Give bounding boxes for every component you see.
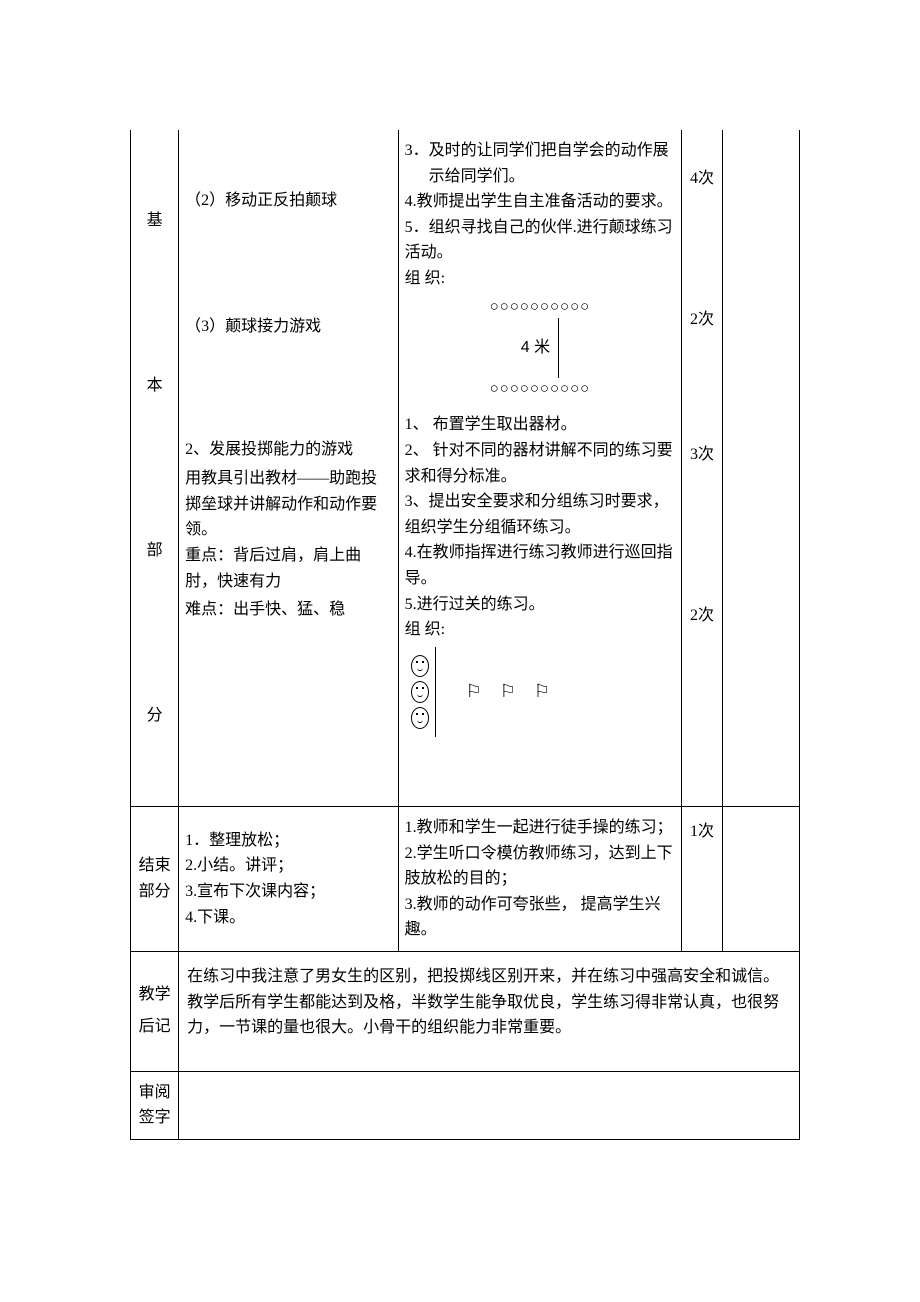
basic-section-row: 基 本 部 分 （2）移动正反拍颠球 （3）颠球接力游戏 2、发展投掷能力的游戏… — [131, 130, 800, 807]
content-difficulty: 难点：出手快、猛、稳 — [185, 594, 391, 626]
notes-text: 在练习中我注意了男女生的区别，把投掷线区别开来，并在练习中强高安全和诚信。教学后… — [187, 964, 791, 1041]
flag-markers: ⚐⚐⚐ — [466, 679, 568, 704]
smiley-icon — [411, 707, 429, 729]
method-item: 3．及时的让同学们把自学会的动作展示给同学们。 — [405, 138, 676, 189]
notes-section-row: 教学后记 在练习中我注意了男女生的区别，把投掷线区别开来，并在练习中强高安全和诚… — [131, 951, 800, 1071]
count-value: 4次 — [684, 166, 720, 192]
basic-content-cell: （2）移动正反拍颠球 （3）颠球接力游戏 2、发展投掷能力的游戏 用教具引出教材… — [179, 130, 398, 807]
method-item: 1、 布置学生取出器材。 — [405, 412, 676, 438]
content-game-desc: 用教具引出教材——助跑投掷垒球并讲解动作和动作要领。 — [185, 466, 391, 543]
method-item: 2、 针对不同的器材讲解不同的练习要求和得分标准。 — [405, 438, 676, 489]
smiley-icon — [411, 655, 429, 677]
org-label: 组 织: — [405, 617, 676, 643]
label-char: 基 — [147, 208, 163, 234]
distance-label: 4 米 — [521, 337, 550, 359]
notes-label-cell: 教学后记 — [131, 951, 179, 1071]
circles-row: ○○○○○○○○○○ — [490, 380, 591, 397]
review-label-cell: 审阅签字 — [131, 1071, 179, 1139]
diagram-2: ⚐⚐⚐ — [405, 647, 676, 737]
review-section-row: 审阅签字 — [131, 1071, 800, 1139]
basic-method-cell: 3．及时的让同学们把自学会的动作展示给同学们。 4.教师提出学生自主准备活动的要… — [398, 130, 682, 807]
method-item: 1.教师和学生一起进行徒手操的练习； — [405, 815, 676, 841]
content-game-title: 2、发展投掷能力的游戏 — [185, 434, 391, 466]
basic-label-cell: 基 本 部 分 — [131, 130, 179, 807]
diagram-1: ○○○○○○○○○○ 4 米 ○○○○○○○○○○ — [405, 296, 676, 401]
method-item: 5.进行过关的练习。 — [405, 592, 676, 618]
label-char: 部 — [147, 538, 163, 564]
ending-method-cell: 1.教师和学生一起进行徒手操的练习； 2.学生听口令模仿教师练习，达到上下肢放松… — [398, 807, 682, 952]
method-item: 4.教师提出学生自主准备活动的要求。 — [405, 189, 676, 215]
content-item: 2.小结。讲评； — [185, 853, 391, 879]
org-label: 组 织: — [405, 266, 676, 292]
content-item: 3.宣布下次课内容； — [185, 879, 391, 905]
review-label: 审阅签字 — [137, 1080, 172, 1131]
method-item: 3、提出安全要求和分组练习时要求，组织学生分组循环练习。 — [405, 489, 676, 540]
circles-row: ○○○○○○○○○○ — [490, 298, 591, 315]
ending-content-cell: 1．整理放松； 2.小结。讲评； 3.宣布下次课内容； 4.下课。 — [179, 807, 398, 952]
ending-note-cell — [722, 807, 799, 952]
ending-label: 结束部分 — [137, 853, 172, 904]
count-value: 1次 — [684, 819, 720, 845]
review-content-cell — [179, 1071, 800, 1139]
label-char: 分 — [147, 703, 163, 729]
content-item: 1．整理放松； — [185, 828, 391, 854]
count-value: 2次 — [684, 307, 720, 333]
method-item: 2.学生听口令模仿教师练习，达到上下肢放松的目的； — [405, 841, 676, 892]
label-char: 本 — [147, 373, 163, 399]
lesson-plan-table: 基 本 部 分 （2）移动正反拍颠球 （3）颠球接力游戏 2、发展投掷能力的游戏… — [130, 130, 800, 1140]
method-item: 5．组织寻找自己的伙伴.进行颠球练习活动。 — [405, 215, 676, 266]
content-item: （2）移动正反拍颠球 — [185, 188, 391, 214]
ending-count-cell: 1次 — [682, 807, 723, 952]
ending-section-row: 结束部分 1．整理放松； 2.小结。讲评； 3.宣布下次课内容； 4.下课。 1… — [131, 807, 800, 952]
ending-label-cell: 结束部分 — [131, 807, 179, 952]
basic-count-cell: 4次 2次 3次 2次 — [682, 130, 723, 807]
notes-content-cell: 在练习中我注意了男女生的区别，把投掷线区别开来，并在练习中强高安全和诚信。教学后… — [179, 951, 800, 1071]
count-value: 3次 — [684, 442, 720, 468]
count-value: 2次 — [684, 603, 720, 629]
content-item: （3）颠球接力游戏 — [185, 314, 391, 340]
content-key-point: 重点：背后过肩，肩上曲肘，快速有力 — [185, 543, 391, 594]
basic-note-cell — [722, 130, 799, 807]
method-item: 3.教师的动作可夸张些， 提高学生兴趣。 — [405, 892, 676, 943]
content-item: 4.下课。 — [185, 905, 391, 931]
smiley-icon — [411, 681, 429, 703]
method-item: 4.在教师指挥进行练习教师进行巡回指导。 — [405, 540, 676, 591]
notes-label: 教学后记 — [137, 979, 172, 1043]
